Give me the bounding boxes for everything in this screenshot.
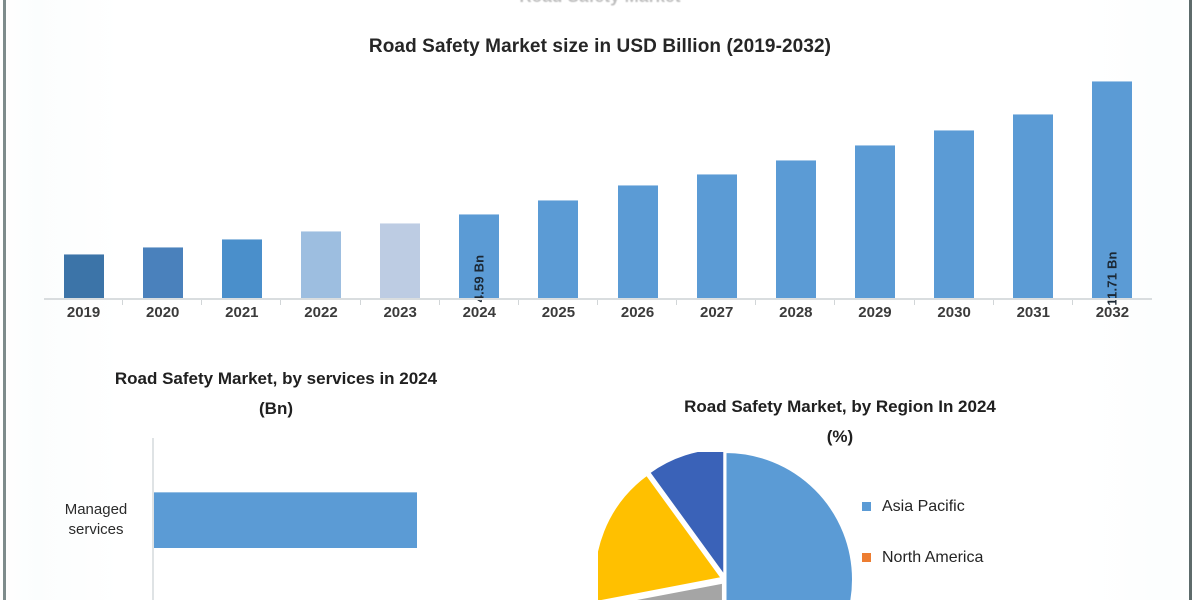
bar-cell: [123, 62, 202, 300]
x-axis-line: [44, 298, 1152, 300]
bar-2025: [538, 199, 579, 300]
bar-2021: [221, 239, 262, 300]
banner-title: Road Safety Market: [0, 0, 1200, 7]
x-label-2019: 2019: [66, 304, 101, 321]
bar-2020: [142, 246, 183, 300]
x-label-2031: 2031: [1016, 304, 1050, 321]
x-label-2028: 2028: [779, 304, 813, 321]
bar-cell: [677, 62, 756, 300]
legend-item-europe[interactable]: Europe: [862, 594, 1102, 600]
right-border: [1189, 0, 1192, 600]
bar-2031: [1013, 113, 1054, 300]
bar-cell: [915, 62, 994, 300]
bar-cell: [835, 62, 914, 300]
axis-tick: [756, 300, 836, 305]
bar-cell: 4.59 Bn: [440, 62, 519, 303]
axis-tick: [915, 300, 994, 305]
bar-2028: [775, 160, 816, 300]
x-label-2027: 2027: [700, 304, 734, 321]
x-label-2020: 2020: [146, 304, 180, 321]
x-label-2023: 2023: [383, 304, 417, 321]
services-bar-chart: Managed services: [44, 438, 524, 600]
x-label-2030: 2030: [937, 304, 971, 321]
services-bar-row: Managed services: [44, 492, 524, 548]
bar-2032: 11.71 Bn: [1092, 80, 1133, 306]
bar-cell: [756, 62, 835, 300]
legend-label: Asia Pacific: [882, 497, 965, 515]
axis-tick: [440, 300, 519, 305]
bar-cell: [994, 62, 1073, 300]
axis-tick: [281, 300, 361, 305]
axis-tick: [598, 300, 678, 305]
legend-item-asia-pacific[interactable]: Asia Pacific: [862, 492, 1102, 521]
pie-slices: [598, 452, 853, 600]
services-bar: [154, 492, 417, 548]
x-label-2032: 2032: [1095, 304, 1130, 321]
x-label-2022: 2022: [304, 304, 338, 321]
x-axis-ticks: [44, 300, 1152, 305]
bar-series: 4.59 Bn 11.71 Bn: [44, 62, 1152, 306]
bar-value-label: 4.59 Bn: [471, 254, 487, 303]
bar-2030: [934, 129, 975, 300]
axis-tick: [202, 300, 282, 305]
bar-cell: [361, 62, 440, 300]
axis-tick: [123, 300, 203, 305]
services-title-line2: (Bn): [259, 399, 293, 418]
x-label-2026: 2026: [620, 304, 655, 321]
axis-tick: [994, 300, 1073, 305]
bar-cell: [598, 62, 677, 300]
market-size-bar-chart: 4.59 Bn 11.71 Bn: [44, 62, 1152, 306]
bar-2027: [696, 173, 737, 300]
legend-item-north-america[interactable]: North America: [862, 543, 1102, 572]
axis-tick: [361, 300, 440, 305]
services-category-label: Managed services: [64, 501, 128, 538]
region-title-line2: (%): [826, 427, 854, 446]
left-border: [3, 0, 6, 600]
axis-tick: [835, 300, 915, 305]
services-title-line1: Road Safety Market, by services in 2024: [114, 369, 438, 388]
bar-2029: [854, 145, 895, 300]
bar-2019: [63, 254, 104, 300]
bar-2023: [380, 223, 421, 300]
axis-tick: [519, 300, 599, 305]
bar-cell: [44, 62, 123, 300]
legend-label: North America: [882, 548, 984, 566]
legend-swatch-icon: [862, 553, 871, 562]
legend-swatch-icon: [862, 502, 871, 511]
bar-2024: 4.59 Bn: [459, 214, 500, 303]
axis-tick: [44, 300, 124, 305]
bar-2022: [300, 230, 341, 300]
region-chart-title: Road Safety Market, by Region In 2024 (%…: [575, 392, 1105, 452]
services-chart-title: Road Safety Market, by services in 2024 …: [16, 364, 536, 424]
axis-tick: [677, 300, 757, 305]
bar-2026: [617, 184, 658, 300]
services-axis-line: [152, 438, 154, 600]
x-label-2024: 2024: [462, 304, 496, 321]
bar-cell: [281, 62, 360, 300]
region-pie-chart: [598, 452, 853, 600]
main-chart-title: Road Safety Market size in USD Billion (…: [368, 36, 832, 57]
x-label-2029: 2029: [858, 304, 892, 321]
region-title-line1: Road Safety Market, by Region In 2024: [684, 397, 996, 416]
bar-cell: [202, 62, 281, 300]
pie-legend: Asia Pacific North America Europe: [862, 492, 1102, 600]
x-label-2021: 2021: [225, 304, 259, 321]
x-label-2025: 2025: [541, 304, 576, 321]
bar-cell: 11.71 Bn: [1073, 62, 1152, 306]
x-axis-labels: 2019 2020 2021 2022 2023 2024 2025 2026 2027 2028…: [44, 304, 1152, 321]
bar-cell: [519, 62, 598, 300]
